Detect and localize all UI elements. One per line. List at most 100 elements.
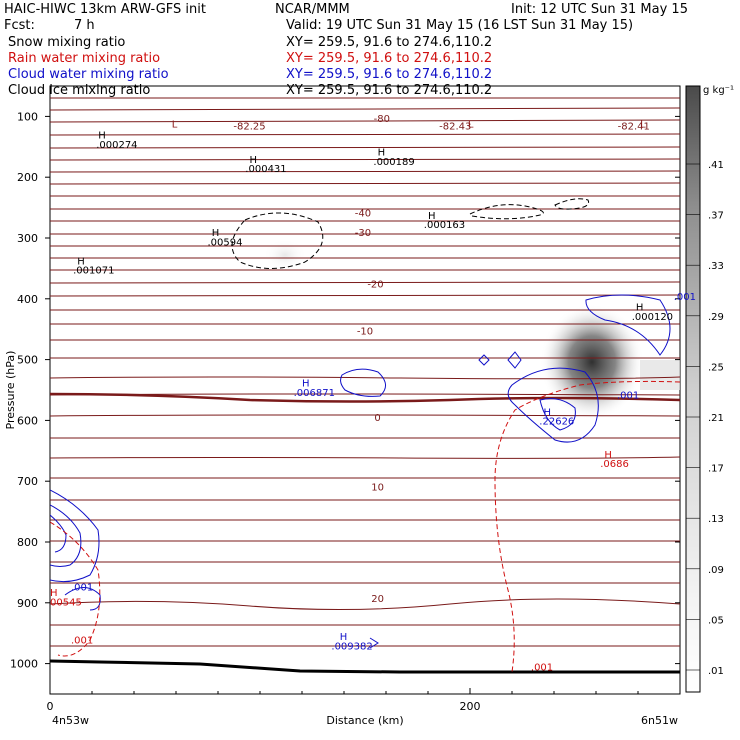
field-extremum-label: H	[302, 379, 310, 390]
y-tick-label: 500	[17, 354, 38, 367]
y-tick-label: 1000	[10, 658, 38, 671]
x-axis-ticks: 0 200	[47, 688, 639, 713]
field-extremum-label: H	[212, 228, 220, 239]
colorbar-label: .37	[708, 211, 724, 222]
y-tick-label: 900	[17, 597, 38, 610]
legend-cloudwater-label: Cloud water mixing ratio	[8, 67, 169, 82]
field-extremum-label: H	[378, 148, 386, 159]
cloud-ice-shading-small	[263, 239, 307, 271]
freezing-level-contour	[50, 392, 680, 403]
forecast-label: Fcst:	[4, 18, 35, 33]
y-axis-label: Pressure (hPa)	[4, 351, 17, 430]
field-extremum-label: L	[172, 120, 178, 131]
y-tick-label: 300	[17, 232, 38, 245]
x-end-location: 6n51w	[641, 714, 678, 727]
field-extremum-label: H	[636, 303, 644, 314]
field-extremum-label: .006871	[294, 388, 335, 399]
x-axis: 0 200 Distance (km) 4n53w 6n51w	[47, 688, 678, 727]
y-tick-label: 100	[17, 110, 38, 123]
temperature-contour-label: -80	[374, 114, 390, 125]
field-extremum-label: H	[50, 588, 58, 599]
forecast-hours: 7 h	[74, 18, 95, 33]
colorbar-label: .41	[708, 160, 724, 171]
x-tick-label: 200	[460, 700, 481, 713]
terrain-line	[50, 659, 680, 674]
field-extremum-label: 00545	[50, 598, 82, 609]
temperature-contour-label: 0	[374, 413, 380, 424]
cloud-ice-shading	[540, 304, 644, 420]
field-extremum-label: .0686	[600, 459, 629, 470]
field-extremum-label: H	[98, 131, 106, 142]
temperature-contour-label: -82.43	[439, 122, 471, 133]
colorbar: g kg⁻¹ .41 .37 .33 .29 .25 .21 .17 .13 .09 .05 .01	[685, 85, 734, 693]
y-tick-label: 400	[17, 293, 38, 306]
colorbar-label: .09	[708, 565, 724, 576]
field-extremum-label: .000274	[96, 140, 137, 151]
temperature-contour-label: 10	[371, 483, 384, 494]
colorbar-label: .21	[708, 413, 724, 424]
legend-cloudice-label: Cloud ice mixing ratio	[8, 83, 150, 98]
field-extremum-label: .000431	[245, 164, 286, 175]
legend-rain-label: Rain water mixing ratio	[8, 51, 160, 66]
legend-rain-xy: XY= 259.5, 91.6 to 274.6,110.2	[286, 51, 492, 66]
temperature-contour-label: -82.25	[233, 122, 265, 133]
legend-cloudice-xy: XY= 259.5, 91.6 to 274.6,110.2	[286, 83, 492, 98]
legend-snow-xy: XY= 259.5, 91.6 to 274.6,110.2	[286, 35, 492, 50]
colorbar-label: .25	[708, 362, 724, 373]
colorbar-label: .01	[708, 666, 724, 677]
cloud-ice-shading-edge	[640, 360, 680, 390]
field-extremum-label: .001	[674, 292, 696, 303]
colorbar-gradient	[685, 85, 701, 693]
field-extremum-label: .001	[71, 582, 93, 593]
field-extremum-label: .001	[71, 635, 93, 646]
colorbar-labels: .41 .37 .33 .29 .25 .21 .17 .13 .09 .05 .01	[686, 160, 724, 677]
x-tick-label: 0	[47, 700, 54, 713]
temperature-contour-label: -82.41	[618, 122, 650, 133]
y-tick-label: 200	[17, 171, 38, 184]
init-time: Init: 12 UTC Sun 31 May 15	[511, 2, 688, 17]
x-axis-label: Distance (km)	[326, 714, 403, 727]
field-extremum-label: .22626	[539, 416, 574, 427]
org-label: NCAR/MMM	[275, 2, 350, 17]
colorbar-label: .05	[708, 615, 724, 626]
field-extremum-label: H	[77, 256, 85, 267]
field-extremum-label: L	[468, 120, 474, 131]
field-extremum-label: .00594	[208, 238, 243, 249]
temperature-contour-label: -20	[367, 280, 383, 291]
snow-contours	[231, 198, 590, 269]
temperature-contour-labels: -82.25 -80 -82.43 -82.41 -40 -30 -20 -10 0 10 20	[233, 114, 650, 605]
field-extremum-label: H	[544, 407, 552, 418]
field-labels: L L LH.000274H.000431H.000189H.000163H.005…	[50, 120, 696, 674]
model-title: HAIC-HIWC 13km ARW-GFS init	[4, 2, 206, 17]
field-extremum-label: L	[640, 120, 646, 131]
colorbar-label: .17	[708, 464, 724, 475]
field-extremum-label: H	[604, 450, 612, 461]
cloud-water-contours	[50, 294, 671, 649]
field-extremum-label: H	[340, 632, 348, 643]
field-extremum-label: .001	[531, 663, 553, 674]
field-extremum-label: .000120	[632, 312, 673, 323]
y-tick-label: 700	[17, 475, 38, 488]
field-extremum-label: .001	[617, 390, 639, 401]
plot-area	[50, 97, 680, 674]
field-extremum-label: .000189	[373, 157, 414, 168]
field-extremum-label: H	[428, 211, 436, 222]
valid-time: Valid: 19 UTC Sun 31 May 15 (16 LST Sun …	[286, 18, 633, 33]
colorbar-label: .29	[708, 312, 724, 323]
field-extremum-label: .001071	[73, 266, 114, 277]
legend-cloudwater-xy: XY= 259.5, 91.6 to 274.6,110.2	[286, 67, 492, 82]
field-extremum-label: H	[250, 155, 258, 166]
y-tick-label: 800	[17, 536, 38, 549]
temperature-contour-label: 20	[371, 594, 384, 605]
temperature-contour-label: -10	[357, 326, 373, 337]
x-start-location: 4n53w	[52, 714, 89, 727]
rain-contours	[50, 380, 680, 673]
legend-snow-label: Snow mixing ratio	[8, 35, 125, 50]
field-extremum-label: .009382	[331, 641, 372, 652]
temperature-contour-label: -30	[355, 228, 371, 239]
temperature-contour-label: -40	[355, 208, 371, 219]
field-extremum-label: .000163	[424, 220, 465, 231]
colorbar-label: .13	[708, 514, 724, 525]
